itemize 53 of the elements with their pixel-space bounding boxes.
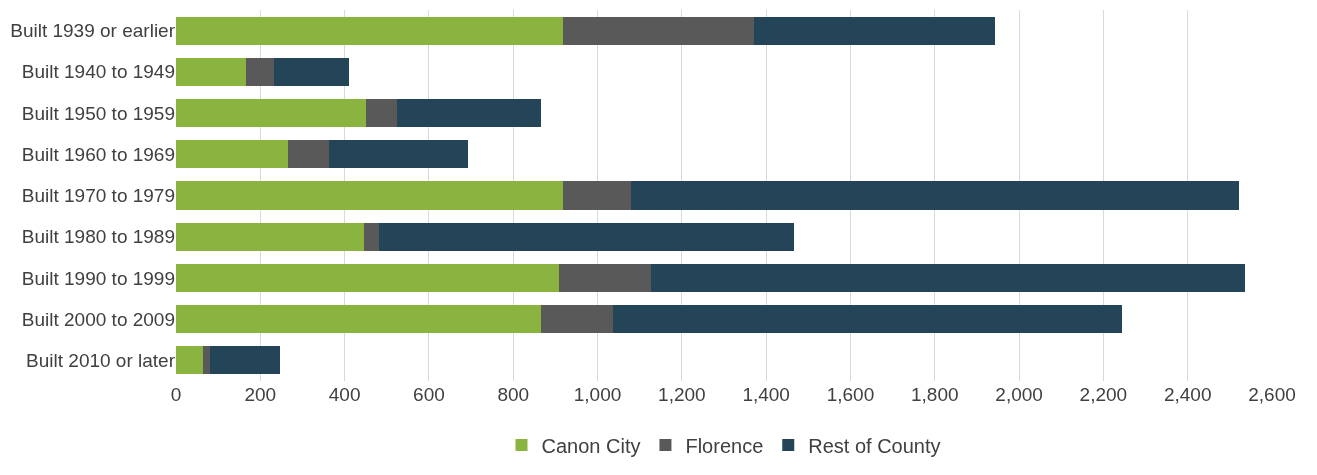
bar	[273, 57, 349, 86]
x-tick-label: 600	[413, 384, 445, 405]
x-tick-label: 2,200	[1079, 384, 1128, 405]
bar	[630, 181, 1240, 210]
bar	[203, 346, 210, 375]
y-tick-label: Built 1980 to 1989	[21, 226, 175, 248]
bar	[541, 305, 613, 334]
bar	[176, 305, 542, 334]
bar	[176, 140, 288, 169]
y-tick-label: Built 1960 to 1969	[21, 143, 175, 165]
legend-label: Canon City	[541, 434, 641, 457]
bar	[176, 222, 364, 251]
y-tick-label: Built 1990 to 1999	[21, 267, 175, 289]
bar	[650, 263, 1246, 292]
bar	[245, 57, 274, 86]
bar	[363, 222, 380, 251]
bar	[396, 99, 542, 128]
bar	[176, 346, 204, 375]
legend-label: Florence	[685, 434, 764, 457]
y-tick-label: Built 1940 to 1949	[21, 61, 175, 83]
x-tick-label: 1,600	[826, 384, 875, 405]
bar	[753, 16, 996, 45]
bar	[379, 222, 794, 251]
bar	[176, 16, 564, 45]
y-tick-label: Built 2010 or later	[26, 350, 176, 372]
x-tick-label: 0	[170, 384, 182, 405]
bar	[563, 16, 754, 45]
bar	[176, 263, 560, 292]
y-tick-label: Built 1939 or earlier	[10, 20, 176, 42]
bar	[176, 99, 366, 128]
bar	[176, 181, 563, 210]
x-tick-label: 1,800	[911, 384, 959, 405]
bar	[176, 57, 246, 86]
x-tick-label: 200	[244, 384, 277, 405]
x-tick-label: 2,000	[995, 384, 1043, 405]
bar	[559, 263, 651, 292]
bar	[612, 305, 1123, 334]
bar	[365, 99, 397, 128]
bar	[287, 140, 329, 169]
x-tick-label: 2,400	[1163, 384, 1212, 405]
y-tick-label: Built 1970 to 1979	[21, 185, 175, 207]
y-tick-label: Built 2000 to 2009	[21, 308, 175, 330]
bar	[562, 181, 631, 210]
bar	[209, 346, 281, 375]
y-tick-label: Built 1950 to 1959	[21, 102, 175, 124]
x-tick-label: 800	[497, 384, 530, 405]
x-tick-label: 1,000	[573, 384, 622, 405]
x-tick-label: 400	[328, 384, 361, 405]
bar	[328, 140, 468, 169]
x-tick-label: 1,400	[742, 384, 790, 405]
legend-label: Rest of County	[808, 434, 941, 457]
x-tick-label: 2,600	[1248, 384, 1296, 405]
x-tick-label: 1,200	[658, 384, 706, 405]
